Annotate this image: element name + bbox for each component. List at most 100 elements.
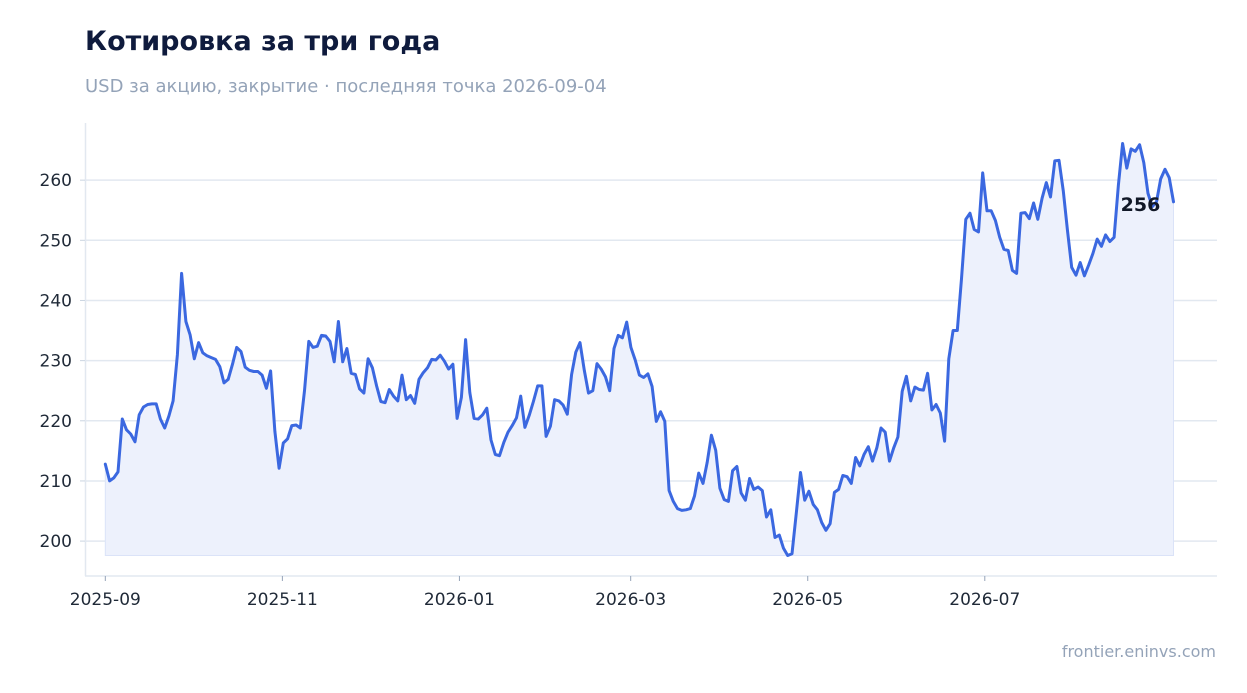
price-point [121, 418, 123, 420]
price-point [227, 378, 229, 380]
price-point [248, 369, 250, 371]
price-point [1020, 212, 1022, 214]
price-point [299, 427, 301, 429]
price-point [426, 367, 428, 369]
price-point [134, 441, 136, 443]
price-point [922, 389, 924, 391]
price-point [821, 521, 823, 523]
price-point [969, 212, 971, 214]
price-point [210, 356, 212, 358]
price-point [384, 402, 386, 404]
price-point [888, 460, 890, 462]
price-point [1003, 248, 1005, 250]
price-point [558, 400, 560, 402]
price-point [579, 341, 581, 343]
price-point [125, 429, 127, 431]
price-point [269, 370, 271, 372]
y-tick-label: 260 [40, 171, 72, 191]
price-point [1071, 266, 1073, 268]
price-point [380, 400, 382, 402]
price-point [702, 482, 704, 484]
price-point [337, 320, 339, 322]
price-point [363, 392, 365, 394]
price-point [253, 370, 255, 372]
price-point [261, 374, 263, 376]
price-point [524, 426, 526, 428]
y-tick-labels: 200 210 220 230 240 250 260 [40, 171, 85, 552]
price-point [706, 461, 708, 463]
price-point [1143, 162, 1145, 164]
price-point [371, 367, 373, 369]
price-point [562, 404, 564, 406]
price-point [918, 388, 920, 390]
price-point [236, 346, 238, 348]
price-point [914, 386, 916, 388]
price-point [1096, 238, 1098, 240]
y-tick-label: 210 [40, 472, 72, 492]
price-point [833, 491, 835, 493]
x-tick-label: 2026-07 [949, 590, 1020, 610]
price-point [871, 460, 873, 462]
price-point [274, 430, 276, 432]
price-point [507, 431, 509, 433]
price-point [469, 391, 471, 393]
price-point [621, 337, 623, 339]
price-area [104, 143, 1174, 557]
price-point [113, 477, 115, 479]
price-point [825, 529, 827, 531]
price-point [956, 329, 958, 331]
price-point [1109, 240, 1111, 242]
price-point [295, 424, 297, 426]
price-point [498, 455, 500, 457]
y-tick-label: 240 [40, 291, 72, 311]
price-point [291, 424, 293, 426]
price-point [812, 503, 814, 505]
price-point [397, 400, 399, 402]
price-point [566, 413, 568, 415]
price-point [867, 446, 869, 448]
price-point [206, 355, 208, 357]
price-point [748, 477, 750, 479]
price-point [503, 441, 505, 443]
price-point [443, 360, 445, 362]
price-point [1117, 184, 1119, 186]
price-point [753, 488, 755, 490]
price-point [464, 338, 466, 340]
price-point [342, 361, 344, 363]
price-point [977, 231, 979, 233]
price-point [511, 424, 513, 426]
price-point [494, 453, 496, 455]
price-point [447, 368, 449, 370]
price-point [609, 390, 611, 392]
price-point [808, 490, 810, 492]
price-point [948, 358, 950, 360]
price-point [880, 427, 882, 429]
price-point [1138, 144, 1140, 146]
price-point [634, 359, 636, 361]
price-point [532, 400, 534, 402]
price-point [770, 509, 772, 511]
price-point [1172, 201, 1174, 203]
price-point [520, 395, 522, 397]
price-point [231, 363, 233, 365]
price-point [151, 403, 153, 405]
price-point [193, 358, 195, 360]
price-point [723, 498, 725, 500]
price-point [935, 403, 937, 405]
y-tick-label: 250 [40, 231, 72, 251]
price-point [286, 438, 288, 440]
price-point [943, 440, 945, 442]
x-tick-labels: 2025-09 2025-11 2026-01 2026-03 2026-05 2026-… [70, 576, 1020, 610]
price-point [439, 354, 441, 356]
price-point [1015, 272, 1017, 274]
price-point [431, 358, 433, 360]
price-point [744, 499, 746, 501]
price-point [1104, 234, 1106, 236]
price-point [388, 388, 390, 390]
price-point [986, 210, 988, 212]
price-point [138, 414, 140, 416]
price-point [176, 353, 178, 355]
y-tick-label: 230 [40, 352, 72, 372]
price-point [982, 172, 984, 174]
price-point [1007, 249, 1009, 251]
